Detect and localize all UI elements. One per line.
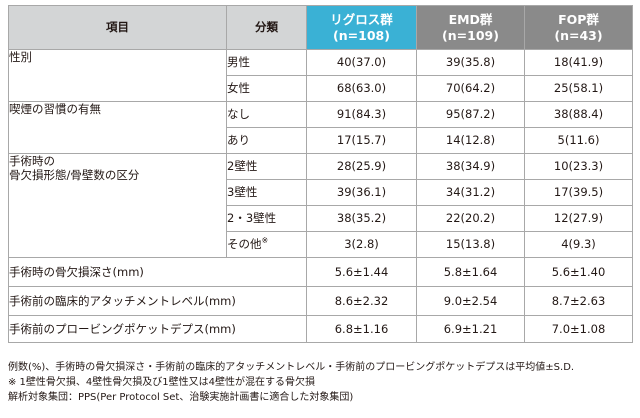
value-fop: 25(58.1)	[524, 75, 633, 102]
value-regroth: 6.8±1.16	[306, 315, 417, 343]
item-defect-depth: 手術時の骨欠損深さ(mm)	[8, 257, 307, 287]
footnote-line: 解析対象集団：PPS(Per Protocol Set、治験実施計画書に適合した…	[8, 392, 354, 403]
table-row: 手術前の臨床的アタッチメントレベル(mm) 8.6±2.32 9.0±2.54 …	[8, 286, 633, 316]
value-fop: 5(11.6)	[524, 127, 633, 154]
value-emd: 15(13.8)	[416, 231, 525, 258]
header-emd-group: EMD群 (n=109)	[416, 5, 525, 50]
value-regroth: 68(63.0)	[306, 75, 417, 102]
value-emd: 22(20.2)	[416, 205, 525, 232]
footnote-line: 例数(%)、手術時の骨欠損深さ・手術前の臨床的アタッチメントレベル・手術前のプロ…	[8, 362, 575, 373]
table-row: 2・3壁性 38(35.2) 22(20.2) 12(27.9)	[9, 205, 633, 232]
value-regroth: 40(37.0)	[306, 49, 417, 76]
group-name: FOP群	[558, 11, 599, 27]
value-fop: 12(27.9)	[524, 205, 633, 232]
group-name: EMD群	[448, 11, 493, 27]
group-n: (n=43)	[554, 27, 603, 43]
table-row: 女性 68(63.0) 70(64.2) 25(58.1)	[9, 75, 633, 102]
group-n: (n=109)	[442, 27, 499, 43]
table-row: あり 17(15.7) 14(12.8) 5(11.6)	[9, 127, 633, 154]
value-emd: 70(64.2)	[416, 75, 525, 102]
table-row: 性別 男性 40(37.0) 39(35.8) 18(41.9)	[8, 49, 633, 102]
category-cell: 男性	[226, 49, 307, 76]
value-emd: 9.0±2.54	[416, 286, 525, 316]
footnote-mark: ※	[261, 236, 269, 246]
category-cell: なし	[226, 101, 307, 128]
table-row: 手術時の骨欠損深さ(mm) 5.6±1.44 5.8±1.64 5.6±1.40	[8, 257, 633, 287]
item-attachment-level: 手術前の臨床的アタッチメントレベル(mm)	[8, 286, 307, 316]
item-defect-line2: 骨欠損形態/骨壁数の区分	[9, 168, 140, 183]
category-cell: 3壁性	[226, 179, 307, 206]
header-item: 項目	[8, 5, 227, 50]
category-cell: 2壁性	[226, 153, 307, 180]
value-emd: 95(87.2)	[416, 101, 525, 128]
demographics-table: 項目 分類 リグロス群 (n=108) EMD群 (n=109) FOP群 (n…	[8, 5, 633, 343]
category-cell: あり	[226, 127, 307, 154]
group-name: リグロス群	[330, 11, 393, 27]
footnote-line: ※ 1壁性骨欠損、4壁性骨欠損及び1壁性又は4壁性が混在する骨欠損	[8, 377, 316, 388]
value-regroth: 8.6±2.32	[306, 286, 417, 316]
value-emd: 34(31.2)	[416, 179, 525, 206]
table-row: 手術前のプロービングポケットデプス(mm) 6.8±1.16 6.9±1.21 …	[8, 315, 633, 343]
value-regroth: 3(2.8)	[306, 231, 417, 258]
item-pocket-depth: 手術前のプロービングポケットデプス(mm)	[8, 315, 307, 343]
group-n: (n=108)	[333, 27, 390, 43]
footnotes: 例数(%)、手術時の骨欠損深さ・手術前の臨床的アタッチメントレベル・手術前のプロ…	[8, 360, 574, 405]
value-regroth: 5.6±1.44	[306, 257, 417, 287]
value-fop: 7.0±1.08	[524, 315, 633, 343]
value-regroth: 91(84.3)	[306, 101, 417, 128]
header-regroth-group: リグロス群 (n=108)	[306, 5, 417, 50]
category-cell: その他※	[226, 231, 307, 258]
category-label: その他	[227, 237, 262, 252]
value-fop: 38(88.4)	[524, 101, 633, 128]
value-fop: 4(9.3)	[524, 231, 633, 258]
value-fop: 18(41.9)	[524, 49, 633, 76]
value-emd: 14(12.8)	[416, 127, 525, 154]
value-regroth: 17(15.7)	[306, 127, 417, 154]
value-emd: 38(34.9)	[416, 153, 525, 180]
item-smoking: 喫煙の習慣の有無	[8, 101, 227, 154]
header-row: 項目 分類 リグロス群 (n=108) EMD群 (n=109) FOP群 (n…	[8, 5, 633, 50]
value-fop: 8.7±2.63	[524, 286, 633, 316]
header-category: 分類	[226, 5, 307, 50]
category-cell: 2・3壁性	[226, 205, 307, 232]
table-row: 喫煙の習慣の有無 なし 91(84.3) 95(87.2) 38(88.4)	[8, 101, 633, 154]
value-regroth: 28(25.9)	[306, 153, 417, 180]
table-row: 3壁性 39(36.1) 34(31.2) 17(39.5)	[9, 179, 633, 206]
value-regroth: 38(35.2)	[306, 205, 417, 232]
table-row: 手術時の 骨欠損形態/骨壁数の区分 2壁性 28(25.9) 38(34.9) …	[8, 153, 633, 258]
value-fop: 5.6±1.40	[524, 257, 633, 287]
item-defect-line1: 手術時の	[9, 154, 56, 169]
value-regroth: 39(36.1)	[306, 179, 417, 206]
value-emd: 39(35.8)	[416, 49, 525, 76]
category-cell: 女性	[226, 75, 307, 102]
value-emd: 5.8±1.64	[416, 257, 525, 287]
header-fop-group: FOP群 (n=43)	[524, 5, 633, 50]
value-fop: 17(39.5)	[524, 179, 633, 206]
item-sex: 性別	[8, 49, 227, 102]
value-emd: 6.9±1.21	[416, 315, 525, 343]
value-fop: 10(23.3)	[524, 153, 633, 180]
item-defect-type: 手術時の 骨欠損形態/骨壁数の区分	[8, 153, 227, 258]
